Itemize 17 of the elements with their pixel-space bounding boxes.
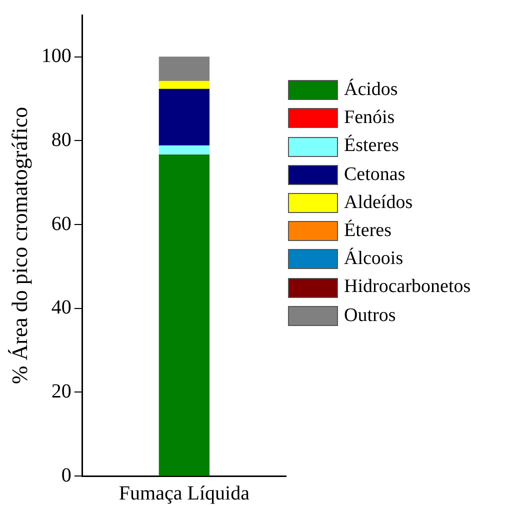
legend-label: Ésteres	[344, 134, 399, 158]
legend-label: Outros	[344, 304, 396, 328]
legend-label: Aldeídos	[344, 190, 413, 215]
y-tick-label: 40	[51, 296, 72, 319]
y-tick-label: 80	[51, 128, 72, 151]
legend-label: Cetonas	[344, 162, 406, 187]
y-tick-label: 60	[51, 212, 72, 235]
legend-label: Fenóis	[344, 106, 395, 130]
legend-label: Hidrocarbonetos	[344, 275, 471, 300]
y-tick-label: 20	[51, 380, 72, 402]
legend-label: Álcoois	[344, 246, 404, 272]
y-axis-title: % Área do pico cromatográfico	[6, 106, 32, 384]
x-tick-label: Fumaça Líquida	[118, 482, 250, 504]
legend-label: Éteres	[344, 218, 392, 244]
y-tick-label: 100	[41, 45, 72, 68]
legend-label: Ácidos	[344, 78, 398, 102]
y-tick-label: 0	[61, 464, 72, 486]
